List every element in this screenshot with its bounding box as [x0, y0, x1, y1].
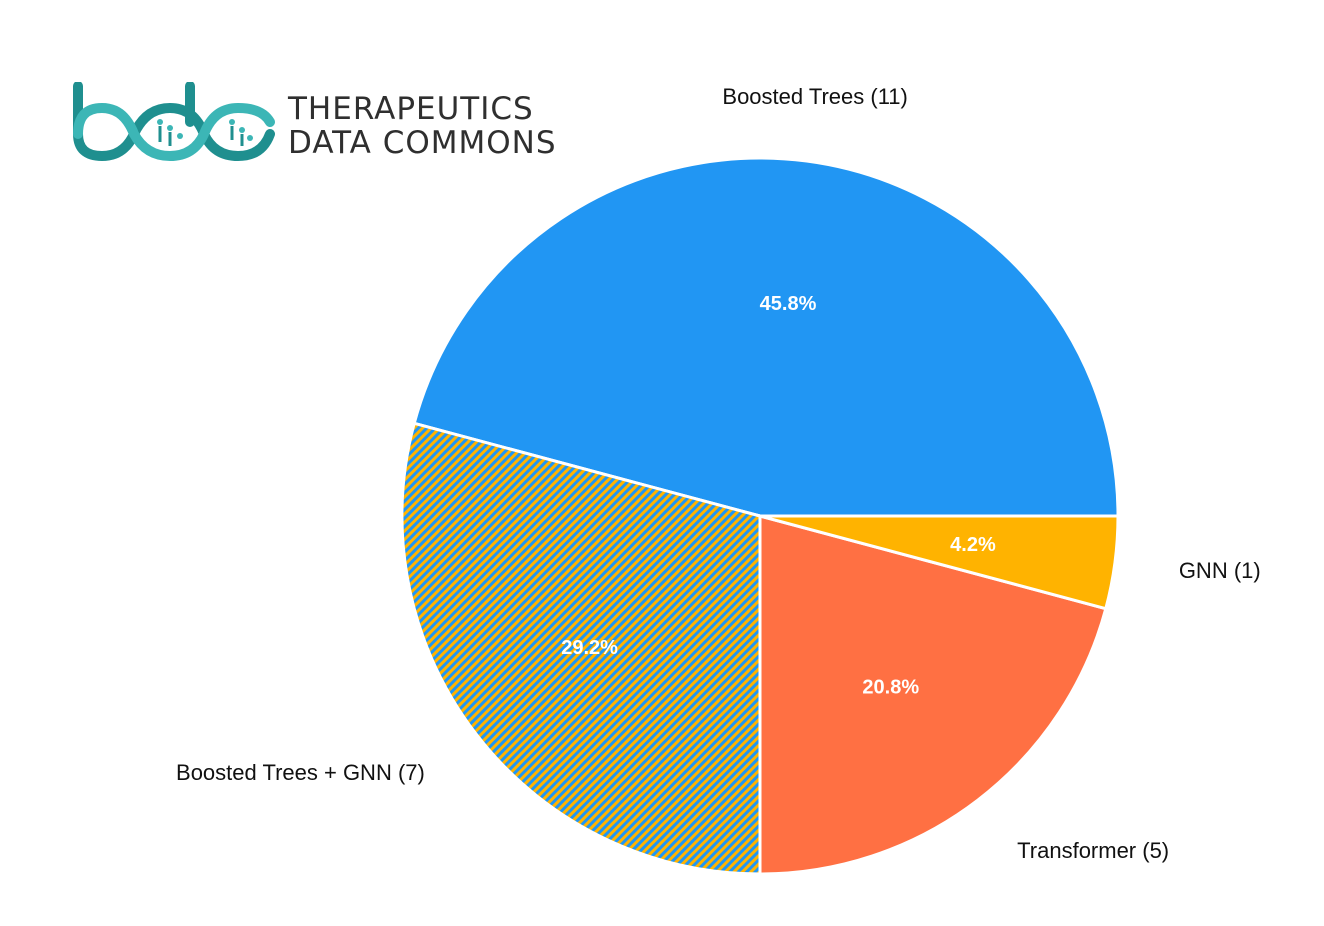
- pie-slice-2: [758, 514, 1108, 876]
- pie-slice-0: [412, 156, 1120, 518]
- slice-percent-label: 45.8%: [760, 293, 817, 315]
- logo-line-1: THERAPEUTICS: [288, 91, 534, 127]
- tdc-logo: THERAPEUTICS DATA COMMONS: [72, 81, 572, 166]
- slice-category-label: Boosted Trees (11): [722, 84, 907, 109]
- slice-category-label: GNN (1): [1179, 558, 1261, 583]
- dna-logo-icon: [73, 81, 275, 162]
- pie-slice-3: [759, 514, 1120, 611]
- slice-percent-label: 29.2%: [561, 637, 618, 659]
- logo-wordmark: THERAPEUTICS DATA COMMONS: [288, 92, 557, 160]
- slice-percent-label: 20.8%: [862, 676, 919, 698]
- logo-line-2: DATA COMMONS: [288, 125, 557, 161]
- slice-percent-label: 4.2%: [950, 534, 996, 556]
- slice-category-label: Transformer (5): [1017, 838, 1169, 863]
- slice-category-label: Boosted Trees + GNN (7): [176, 760, 425, 785]
- pie-slice-1: [400, 421, 762, 876]
